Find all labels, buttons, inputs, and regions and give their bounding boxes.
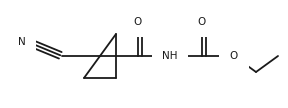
Text: O: O (134, 17, 142, 27)
Text: NH: NH (162, 51, 178, 61)
Text: O: O (134, 8, 142, 18)
Text: O: O (230, 51, 238, 61)
Text: NH: NH (162, 51, 178, 61)
Text: O: O (198, 8, 206, 18)
Text: O: O (198, 17, 206, 27)
Text: O: O (230, 51, 238, 61)
Text: N: N (14, 37, 22, 47)
Text: N: N (18, 37, 26, 47)
